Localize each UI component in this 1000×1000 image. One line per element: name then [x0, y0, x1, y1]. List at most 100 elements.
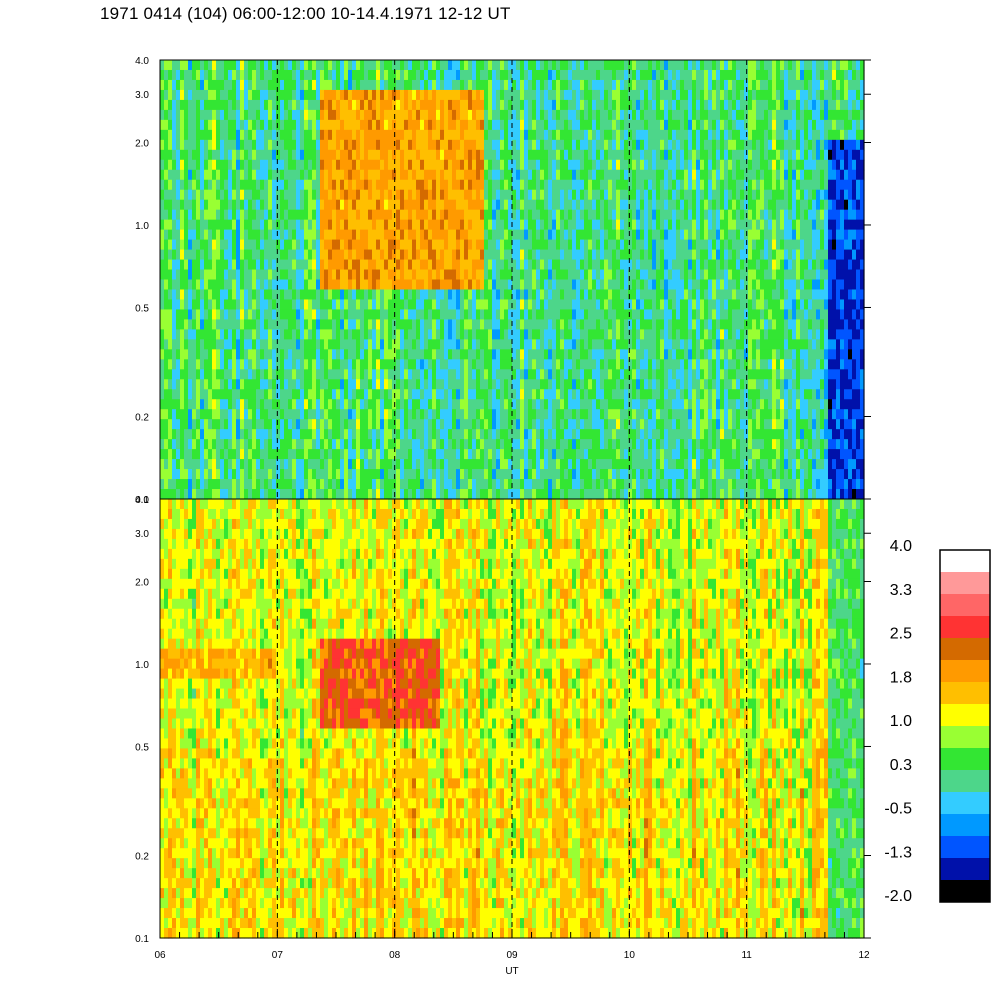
heatmap-cell [160, 349, 165, 360]
heatmap-cell [408, 459, 413, 470]
heatmap-cell [276, 89, 281, 101]
heatmap-cell [216, 79, 221, 91]
heatmap-cell [208, 429, 213, 440]
heatmap-cell [188, 469, 193, 480]
heatmap-cell [272, 79, 277, 91]
heatmap-cell [488, 429, 493, 440]
heatmap-cell [292, 469, 297, 480]
heatmap-cell [424, 129, 429, 141]
heatmap-cell [580, 99, 585, 111]
heatmap-cell [580, 119, 585, 131]
heatmap-cell [536, 129, 541, 141]
heatmap-cell [208, 349, 213, 360]
heatmap-cell [292, 409, 297, 420]
heatmap-cell [220, 209, 225, 221]
heatmap-cell [180, 399, 185, 410]
heatmap-cell [472, 409, 477, 420]
heatmap-cell [328, 179, 333, 191]
heatmap-cell [532, 349, 537, 360]
heatmap-cell [300, 409, 305, 420]
heatmap-cell [188, 409, 193, 420]
heatmap-cell [184, 449, 189, 460]
heatmap-cell [268, 409, 273, 420]
heatmap-cell [260, 119, 265, 131]
heatmap-cell [296, 89, 301, 101]
heatmap-cell [560, 289, 565, 301]
heatmap-cell [476, 169, 481, 181]
heatmap-cell [516, 129, 521, 141]
heatmap-cell [436, 60, 441, 71]
heatmap-cell [376, 239, 381, 251]
heatmap-cell [360, 379, 365, 390]
heatmap-cell [272, 189, 277, 201]
heatmap-cell [588, 439, 593, 450]
heatmap-cell [256, 289, 261, 301]
heatmap-cell [428, 249, 433, 261]
heatmap-cell [548, 299, 553, 311]
heatmap-cell [448, 89, 453, 101]
heatmap-cell [508, 269, 513, 281]
heatmap-cell [416, 209, 421, 221]
heatmap-cell [364, 329, 369, 340]
heatmap-cell [172, 369, 177, 380]
heatmap-cell [580, 249, 585, 261]
heatmap-cell [288, 439, 293, 450]
heatmap-cell [472, 299, 477, 311]
heatmap-cell [540, 60, 545, 71]
heatmap-cell [296, 339, 301, 350]
heatmap-cell [212, 239, 217, 251]
heatmap-cell [420, 319, 425, 330]
heatmap-cell [164, 479, 169, 490]
heatmap-cell [348, 259, 353, 271]
heatmap-cell [328, 369, 333, 380]
heatmap-cell [292, 459, 297, 470]
heatmap-cell [160, 129, 165, 141]
heatmap-cell [532, 89, 537, 101]
heatmap-cell [244, 279, 249, 291]
heatmap-cell [180, 459, 185, 470]
heatmap-cell [564, 229, 569, 241]
heatmap-cell [160, 419, 165, 430]
heatmap-cell [348, 439, 353, 450]
heatmap-cell [552, 449, 557, 460]
heatmap-cell [408, 329, 413, 340]
heatmap-cell [424, 369, 429, 380]
heatmap-cell [224, 399, 229, 410]
heatmap-cell [300, 389, 305, 400]
heatmap-cell [436, 279, 441, 291]
heatmap-cell [308, 89, 313, 101]
heatmap-cell [204, 269, 209, 281]
heatmap-cell [532, 60, 537, 71]
heatmap-cell [232, 319, 237, 330]
heatmap-cell [180, 109, 185, 121]
heatmap-cell [584, 119, 589, 131]
heatmap-cell [344, 209, 349, 221]
heatmap-cell [344, 429, 349, 440]
heatmap-cell [300, 319, 305, 330]
heatmap-cell [600, 139, 605, 151]
heatmap-cell [300, 189, 305, 201]
heatmap-cell [600, 129, 605, 141]
heatmap-cell [544, 349, 549, 360]
heatmap-cell [184, 229, 189, 241]
heatmap-cell [344, 439, 349, 450]
heatmap-cell [472, 229, 477, 241]
heatmap-cell [236, 159, 241, 171]
heatmap-cell [336, 479, 341, 490]
heatmap-cell [432, 99, 437, 111]
heatmap-cell [228, 129, 233, 141]
heatmap-cell [560, 399, 565, 410]
heatmap-cell [488, 129, 493, 141]
heatmap-cell [552, 339, 557, 350]
heatmap-cell [492, 169, 497, 181]
heatmap-cell [288, 139, 293, 151]
heatmap-cell [212, 399, 217, 410]
heatmap-cell [376, 199, 381, 211]
heatmap-cell [360, 279, 365, 291]
heatmap-cell [476, 439, 481, 450]
heatmap-cell [468, 219, 473, 231]
heatmap-cell [276, 259, 281, 271]
heatmap-cell [208, 129, 213, 141]
heatmap-cell [260, 399, 265, 410]
heatmap-cell [204, 129, 209, 141]
